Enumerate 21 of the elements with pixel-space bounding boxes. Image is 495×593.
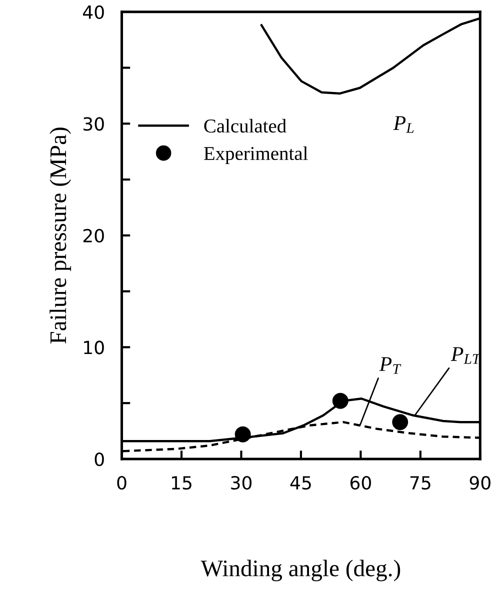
y-tick-label: 30 — [84, 117, 104, 131]
y-tick-label: 10 — [84, 340, 104, 354]
x-tick-label: 75 — [410, 476, 430, 490]
x-tick-label: 45 — [290, 476, 311, 490]
y-tick-label: 40 — [83, 5, 104, 19]
annotation: P$_{T}$ — [379, 357, 402, 374]
y-tick-label: 20 — [83, 228, 104, 243]
x-tick-label: 60 — [350, 476, 371, 490]
point — [332, 392, 348, 409]
x-tick-label: 90 — [470, 476, 490, 490]
point — [392, 414, 408, 430]
legend-label: Calculated — [204, 118, 286, 133]
x-tick-label: 0 — [117, 476, 126, 490]
x-tick-label: 15 — [172, 476, 192, 490]
annotation: P$_{L}$ — [393, 116, 414, 133]
x-tick-label: 30 — [231, 476, 252, 490]
y-axis-title: Failure pressure (MPa) — [50, 128, 72, 344]
point — [234, 426, 251, 442]
y-tick-label: 0 — [94, 452, 104, 466]
legend-label: Experimental — [204, 146, 308, 164]
x-axis-title: Winding angle (deg.) — [200, 560, 400, 582]
